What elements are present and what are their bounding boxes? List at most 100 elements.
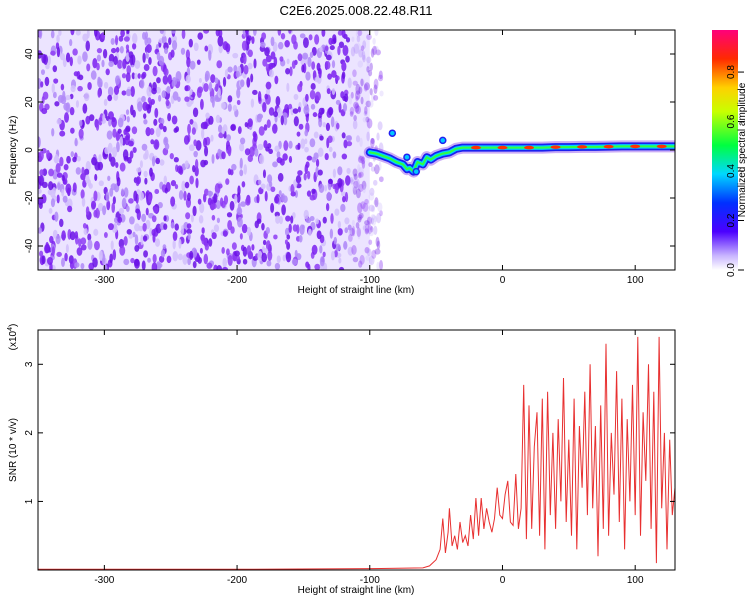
noise-speckle [170, 222, 175, 229]
noise-speckle [304, 138, 308, 145]
noise-speckle [370, 48, 375, 58]
noise-speckle [204, 145, 209, 157]
noise-speckle [139, 160, 143, 168]
noise-speckle [225, 134, 231, 142]
noise-speckle [126, 228, 132, 235]
noise-speckle [40, 69, 46, 76]
noise-speckle [264, 93, 269, 100]
noise-speckle [297, 170, 303, 176]
noise-speckle [360, 78, 364, 87]
noise-speckle [241, 223, 248, 234]
noise-speckle [88, 183, 93, 189]
noise-speckle [142, 101, 148, 111]
noise-speckle [309, 215, 315, 222]
noise-speckle [129, 150, 134, 159]
noise-speckle [197, 32, 204, 40]
noise-speckle [264, 47, 270, 57]
noise-speckle [357, 166, 364, 177]
noise-speckle [227, 66, 233, 73]
noise-speckle [188, 144, 195, 152]
noise-speckle [276, 107, 283, 118]
noise-speckle [288, 155, 293, 164]
noise-speckle [81, 197, 86, 207]
noise-speckle [378, 142, 384, 154]
noise-speckle [330, 250, 335, 261]
noise-speckle [357, 214, 363, 221]
noise-speckle [213, 193, 218, 204]
noise-speckle [141, 143, 148, 151]
noise-speckle [81, 166, 85, 176]
noise-speckle [196, 87, 202, 99]
noise-speckle [222, 41, 229, 51]
noise-speckle [53, 155, 60, 164]
noise-speckle [365, 100, 372, 108]
noise-speckle [132, 146, 137, 153]
noise-speckle [313, 152, 319, 160]
noise-speckle [256, 218, 262, 224]
noise-speckle [366, 118, 373, 129]
noise-speckle [235, 70, 240, 78]
noise-speckle [104, 147, 110, 155]
noise-region [38, 30, 384, 270]
noise-speckle [362, 54, 366, 63]
noise-speckle [171, 30, 176, 34]
noise-speckle [338, 102, 342, 113]
noise-speckle [55, 163, 61, 173]
noise-speckle [82, 33, 89, 42]
noise-speckle [333, 236, 338, 245]
noise-speckle [138, 191, 145, 201]
noise-speckle [355, 30, 362, 38]
noise-speckle [188, 38, 193, 48]
noise-speckle [74, 262, 80, 268]
noise-speckle [349, 111, 354, 117]
noise-speckle [223, 195, 229, 205]
noise-speckle [50, 189, 56, 198]
noise-speckle [307, 263, 311, 270]
noise-speckle [277, 172, 284, 182]
noise-speckle [83, 92, 90, 102]
noise-speckle [203, 159, 209, 166]
noise-speckle [189, 175, 194, 185]
noise-speckle [144, 35, 148, 46]
noise-speckle [325, 61, 331, 70]
noise-speckle [110, 37, 115, 45]
noise-speckle [211, 203, 217, 210]
noise-speckle [48, 181, 54, 191]
noise-speckle [219, 197, 224, 207]
noise-speckle [177, 165, 183, 174]
noise-speckle [178, 190, 184, 200]
noise-speckle [355, 135, 361, 143]
noise-speckle [147, 257, 151, 263]
noise-speckle [377, 74, 384, 82]
noise-speckle [145, 191, 149, 198]
noise-speckle [293, 116, 299, 127]
noise-speckle [141, 260, 146, 270]
noise-speckle [256, 194, 260, 204]
snr-panel: -300 -200 -100 0 100 1 2 3 Height of straight … [7, 324, 676, 596]
noise-speckle [156, 77, 161, 84]
noise-speckle [55, 235, 61, 245]
noise-speckle [177, 253, 183, 261]
noise-speckle [254, 147, 259, 157]
noise-speckle [351, 225, 356, 237]
noise-speckle [221, 151, 226, 160]
noise-speckle [370, 214, 376, 221]
noise-speckle [274, 262, 281, 270]
noise-speckle [128, 233, 134, 239]
noise-speckle [357, 30, 363, 37]
noise-speckle [335, 75, 340, 81]
noise-speckle [358, 260, 363, 268]
noise-speckle [80, 244, 87, 251]
noise-speckle [261, 252, 268, 263]
noise-speckle [220, 102, 226, 110]
noise-speckle [325, 202, 330, 212]
noise-speckle [122, 58, 127, 70]
noise-speckle [117, 216, 123, 223]
noise-speckle [84, 168, 90, 176]
noise-speckle [319, 256, 325, 267]
noise-speckle [241, 40, 248, 51]
noise-speckle [352, 168, 358, 177]
noise-speckle [205, 112, 210, 119]
noise-speckle [149, 127, 155, 136]
